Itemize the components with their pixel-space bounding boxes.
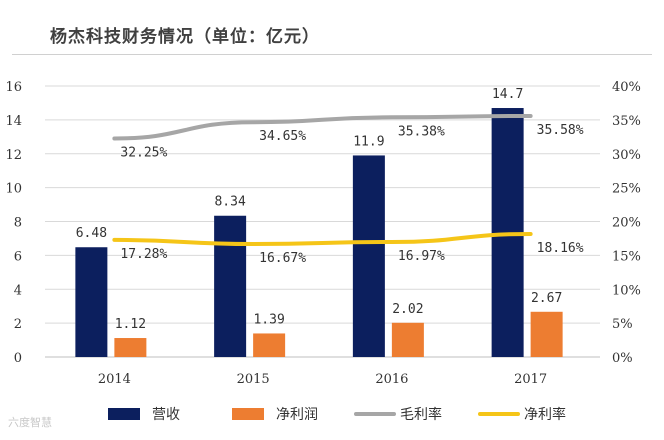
legend-label: 毛利率 [400,406,442,423]
y-right-tick-label: 20% [612,216,641,231]
y-right-tick-label: 10% [612,283,641,298]
legend: 营收 净利润 毛利率 净利率 [108,406,566,423]
line-data-label: 16.97% [398,249,445,264]
lines [112,113,533,247]
bar-data-label: 1.39 [253,312,284,327]
bar-net-profit [391,322,424,357]
y-left-tick-label: 2 [14,317,22,332]
line-gross-margin [112,113,533,141]
line-data-label: 35.58% [537,123,584,138]
line-data-label: 17.28% [120,247,167,262]
y-left-tick-label: 12 [5,148,22,163]
y-right-tick-label: 35% [612,114,641,129]
legend-label: 营收 [152,407,180,423]
y-right-tick-label: 30% [612,148,641,163]
bar-revenue [214,215,247,357]
data-labels: 6.48 8.34 11.9 14.7 1.12 1.39 2.02 2.67 32.25% 34… [76,87,584,332]
y-left-tick-label: 10 [5,182,22,197]
watermark: 六度智慧 [8,416,52,429]
line-data-label: 32.25% [120,146,167,161]
y-left-tick-label: 14 [5,114,22,129]
legend-label: 净利润 [276,407,318,423]
y-right-tick-label: 15% [612,249,641,264]
y-right-tick-label: 5% [612,317,633,332]
bar-data-label: 2.67 [531,291,562,306]
x-axis: 2014 2015 2016 2017 [98,372,547,387]
bar-revenue [352,155,385,357]
x-tick-label: 2016 [375,372,408,387]
bar-data-label: 1.12 [115,317,146,332]
bar-net-profit [253,333,286,357]
y-left-tick-label: 8 [14,216,22,231]
y-right-tick-label: 0% [612,351,633,366]
y-left-tick-label: 16 [5,80,22,95]
legend-swatch [108,408,140,420]
bar-net-profit [530,311,563,357]
bar-data-label: 14.7 [492,87,523,102]
bar-revenue [75,247,108,357]
x-tick-label: 2015 [237,372,270,387]
bars [75,108,563,357]
legend-label: 净利率 [524,406,566,423]
y-left-tick-label: 4 [14,283,22,298]
x-tick-label: 2014 [98,372,131,387]
line-net-margin [112,231,533,247]
bar-data-label: 11.9 [353,134,384,149]
title-divider [12,54,652,55]
bar-net-profit [114,338,147,357]
y-right-tick-label: 25% [612,182,641,197]
bar-data-label: 2.02 [392,302,423,317]
chart-title: 杨杰科技财务情况（单位：亿元） [50,27,320,47]
y-right-tick-label: 40% [612,80,641,95]
x-tick-label: 2017 [514,372,547,387]
line-data-label: 34.65% [259,129,306,144]
y-left-tick-label: 0 [14,351,22,366]
line-data-label: 35.38% [398,124,445,139]
y-left-tick-label: 6 [14,249,22,264]
y-axis-left: 0 2 4 6 8 10 12 14 16 [5,80,22,366]
line-data-label: 16.67% [259,251,306,266]
y-axis-right: 0% 5% 10% 15% 20% 25% 30% 35% 40% [612,80,641,366]
bar-data-label: 8.34 [214,195,245,210]
bar-data-label: 6.48 [76,226,107,241]
legend-swatch [232,408,264,420]
line-data-label: 18.16% [537,241,584,256]
